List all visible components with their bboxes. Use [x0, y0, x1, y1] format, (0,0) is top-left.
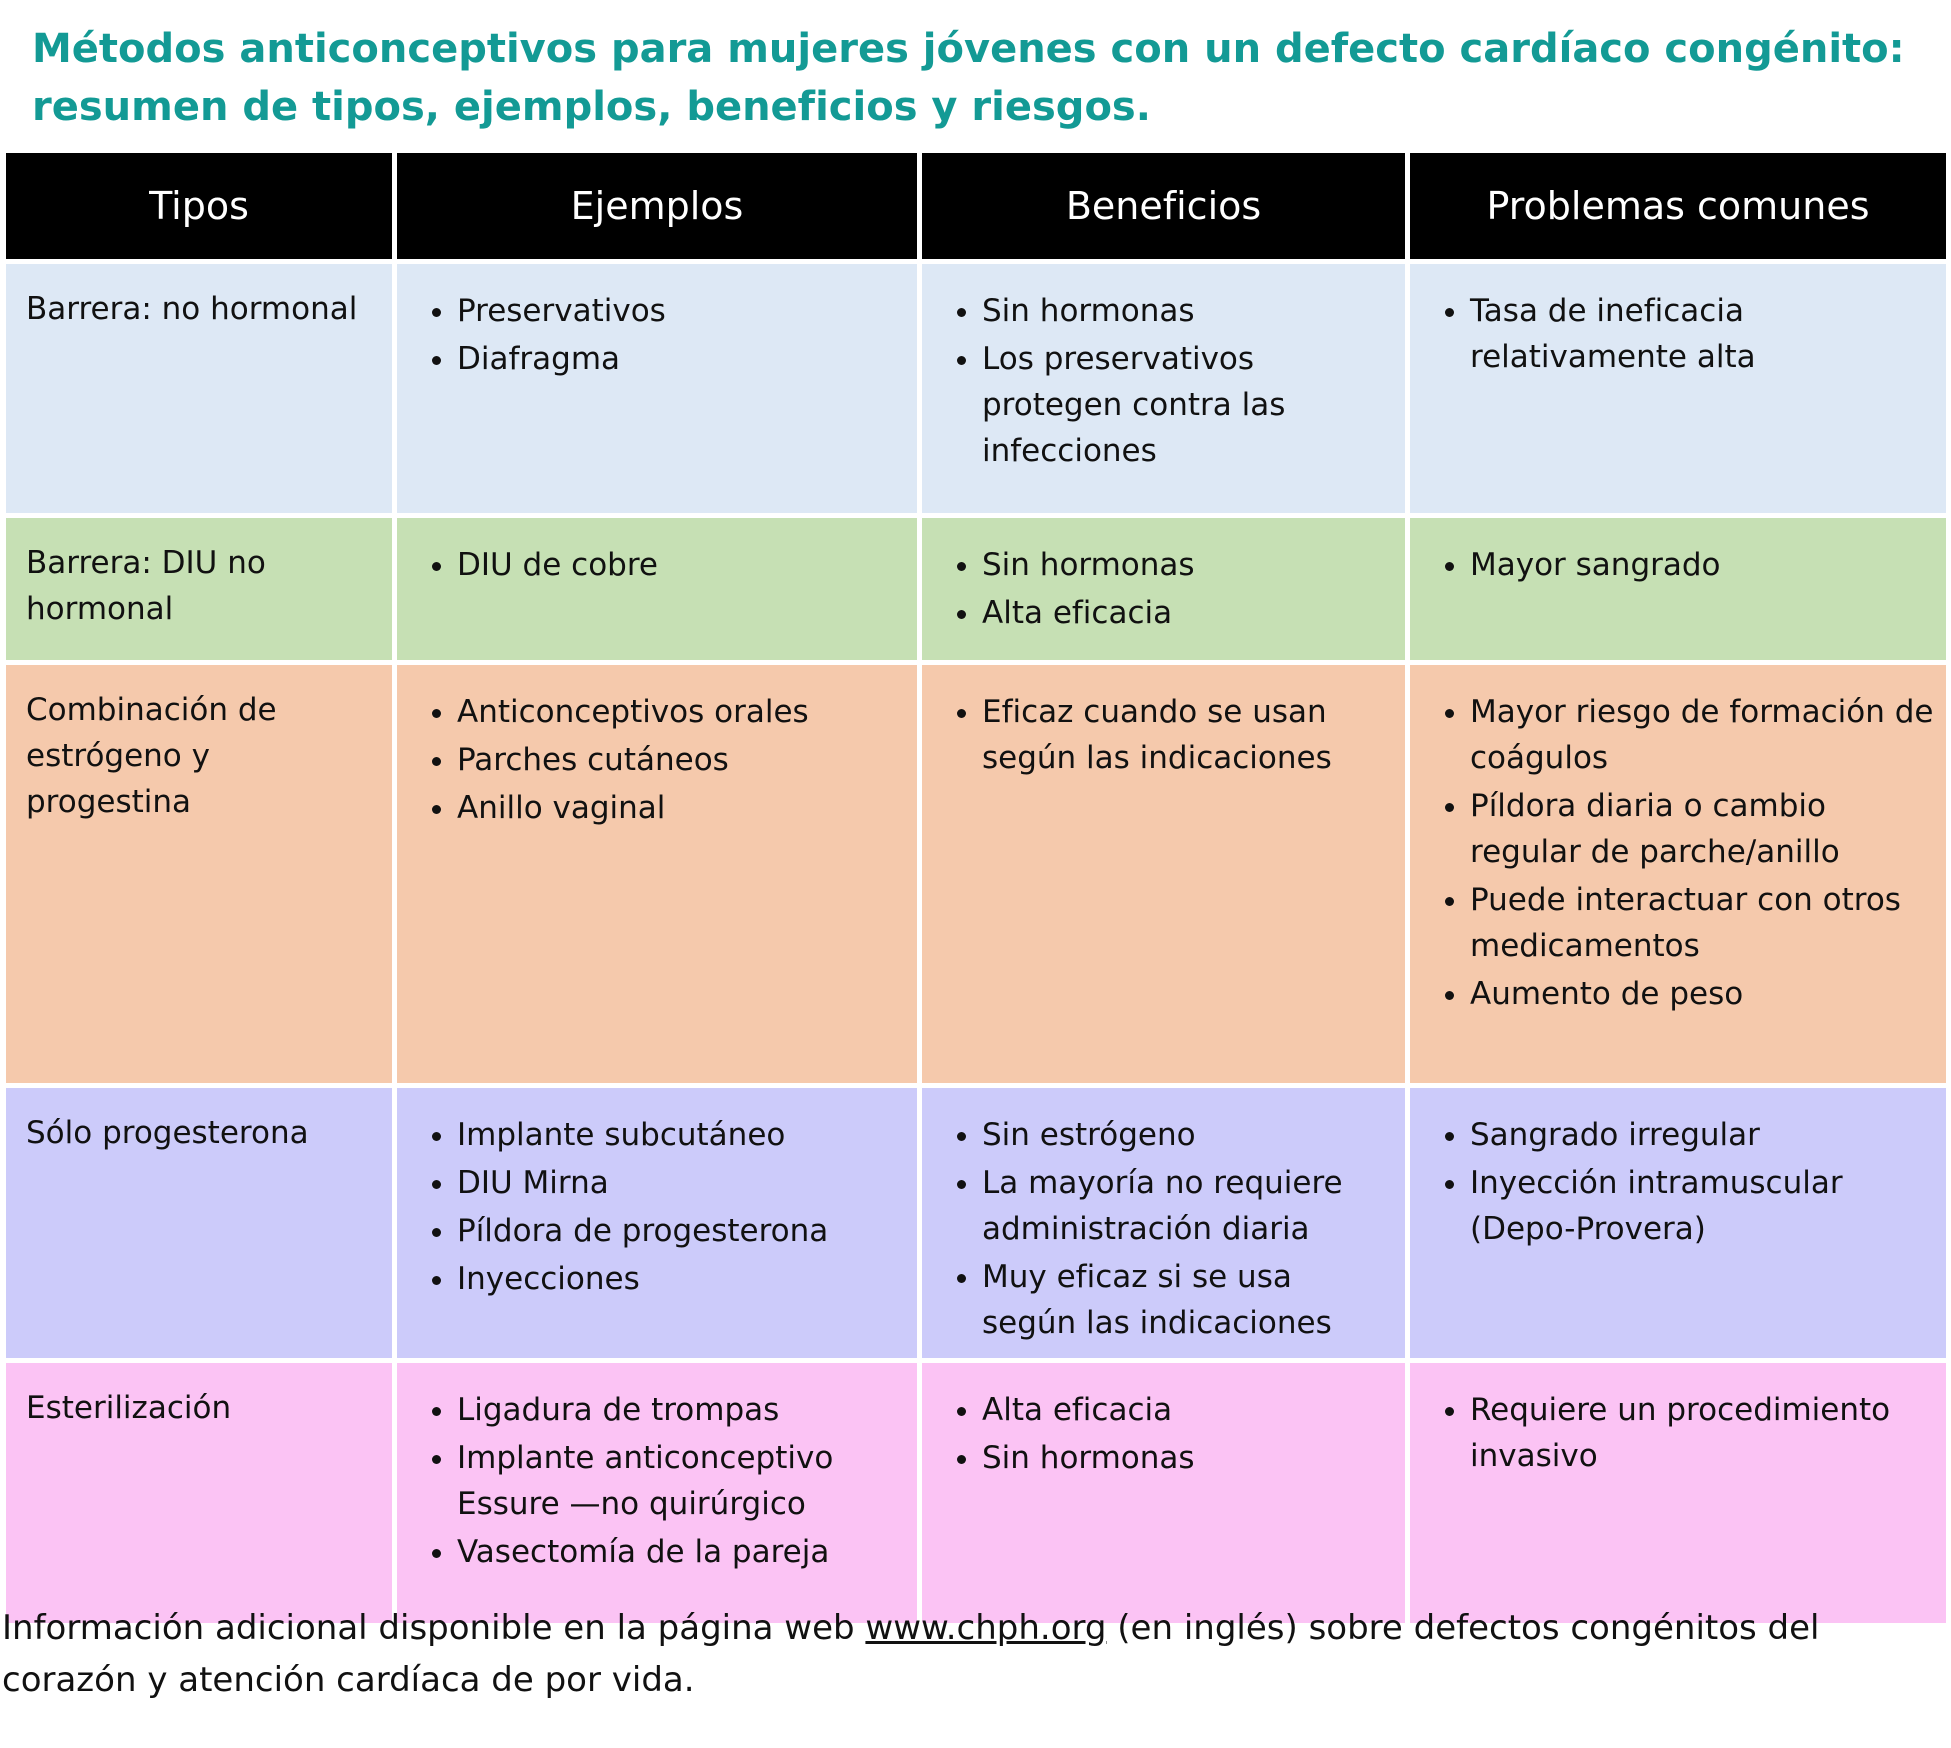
benefits-cell: Alta eficaciaSin hormonas — [922, 1363, 1405, 1623]
type-cell: Barrera: no hormonal — [6, 264, 392, 513]
bullet-item: DIU Mirna — [457, 1160, 905, 1206]
table: Tipos Ejemplos Beneficios Problemas comunes… — [1, 148, 1951, 1628]
bullet-list: Alta eficaciaSin hormonas — [942, 1387, 1393, 1481]
title: Métodos anticonceptivos para mujeres jóv… — [32, 20, 1932, 136]
bullet-item: Tasa de ineficacia relativamente alta — [1470, 288, 1934, 380]
bullet-list: PreservativosDiafragma — [417, 288, 905, 382]
bullet-item: Anticonceptivos orales — [457, 689, 905, 735]
bullet-item: La mayoría no requiere administración di… — [982, 1160, 1393, 1252]
bullet-list: Anticonceptivos oralesParches cutáneosAn… — [417, 689, 905, 831]
header-cell: Problemas comunes — [1410, 153, 1946, 259]
header-row: Tipos Ejemplos Beneficios Problemas comunes — [6, 153, 1946, 259]
bullet-item: Píldora diaria o cambio regular de parch… — [1470, 783, 1934, 875]
examples-cell: PreservativosDiafragma — [397, 264, 917, 513]
bullet-list: Mayor riesgo de formación de coágulosPíl… — [1430, 689, 1934, 1017]
bullet-item: Implante subcutáneo — [457, 1112, 905, 1158]
bullet-item: Muy eficaz si se usa según las indicacio… — [982, 1254, 1393, 1346]
bullet-list: Sin estrógenoLa mayoría no requiere admi… — [942, 1112, 1393, 1346]
problems-cell: Mayor sangrado — [1410, 518, 1946, 660]
bullet-list: Tasa de ineficacia relativamente alta — [1430, 288, 1934, 380]
examples-cell: Ligadura de trompasImplante anticoncepti… — [397, 1363, 917, 1623]
bullet-item: Diafragma — [457, 336, 905, 382]
problems-cell: Sangrado irregularInyección intramuscula… — [1410, 1088, 1946, 1358]
bullet-item: Requiere un procedimiento invasivo — [1470, 1387, 1934, 1479]
type-cell: Combinación de estrógeno y progestina — [6, 665, 392, 1083]
problems-cell: Requiere un procedimiento invasivo — [1410, 1363, 1946, 1623]
table-row: Sólo progesteronaImplante subcutáneoDIU … — [6, 1088, 1946, 1358]
bullet-item: Alta eficacia — [982, 1387, 1393, 1433]
bullet-item: Sin hormonas — [982, 288, 1393, 334]
benefits-cell: Eficaz cuando se usan según las indicaci… — [922, 665, 1405, 1083]
bullet-item: DIU de cobre — [457, 542, 905, 588]
examples-cell: DIU de cobre — [397, 518, 917, 660]
header-cell: Ejemplos — [397, 153, 917, 259]
header-cell: Tipos — [6, 153, 392, 259]
bullet-item: Inyecciones — [457, 1256, 905, 1302]
bullet-list: Implante subcutáneoDIU MirnaPíldora de p… — [417, 1112, 905, 1302]
bullet-item: Alta eficacia — [982, 590, 1393, 636]
bullet-item: Preservativos — [457, 288, 905, 334]
bullet-item: Vasectomía de la pareja — [457, 1529, 905, 1575]
problems-cell: Mayor riesgo de formación de coágulosPíl… — [1410, 665, 1946, 1083]
bullet-item: Aumento de peso — [1470, 971, 1934, 1017]
bullet-item: Los preservativos protegen contra las in… — [982, 336, 1393, 474]
table-row: Barrera: DIU no hormonal DIU de cobre Sin … — [6, 518, 1946, 660]
bullet-list: Sin hormonasAlta eficacia — [942, 542, 1393, 636]
examples-cell: Anticonceptivos oralesParches cutáneosAn… — [397, 665, 917, 1083]
benefits-cell: Sin hormonasAlta eficacia — [922, 518, 1405, 660]
bullet-item: Mayor riesgo de formación de coágulos — [1470, 689, 1934, 781]
benefits-cell: Sin hormonasLos preservativos protegen c… — [922, 264, 1405, 513]
bullet-list: DIU de cobre — [417, 542, 905, 588]
bullet-list: Mayor sangrado — [1430, 542, 1934, 588]
footer: Información adicional disponible en la p… — [2, 1602, 1932, 1706]
bullet-item: Sangrado irregular — [1470, 1112, 1934, 1158]
bullet-list: Eficaz cuando se usan según las indicaci… — [942, 689, 1393, 781]
bullet-list: Sin hormonasLos preservativos protegen c… — [942, 288, 1393, 474]
type-cell: Barrera: DIU no hormonal — [6, 518, 392, 660]
title-line: resumen de tipos, ejemplos, beneficios y… — [32, 84, 1151, 130]
bullet-item: Sin hormonas — [982, 542, 1393, 588]
header-cell: Beneficios — [922, 153, 1405, 259]
title-line: Métodos anticonceptivos para mujeres jóv… — [32, 26, 1905, 72]
examples-cell: Implante subcutáneoDIU MirnaPíldora de p… — [397, 1088, 917, 1358]
bullet-item: Píldora de progesterona — [457, 1208, 905, 1254]
bullet-item: Puede interactuar con otros medicamentos — [1470, 877, 1934, 969]
bullet-item: Eficaz cuando se usan según las indicaci… — [982, 689, 1393, 781]
bullet-item: Inyección intramuscular (Depo-Provera) — [1470, 1160, 1934, 1252]
bullet-item: Sin estrógeno — [982, 1112, 1393, 1158]
bullet-item: Anillo vaginal — [457, 785, 905, 831]
bullet-item: Ligadura de trompas — [457, 1387, 905, 1433]
footer-text: Información adicional disponible en la p… — [2, 1608, 855, 1648]
bullet-item: Parches cutáneos — [457, 737, 905, 783]
footer-link[interactable]: www.chph.org — [865, 1608, 1107, 1648]
footer-text: (en inglés) sobre defectos congénitos de… — [2, 1608, 1820, 1700]
bullet-item: Mayor sangrado — [1470, 542, 1934, 588]
bullet-item: Sin hormonas — [982, 1435, 1393, 1481]
bullet-list: Sangrado irregularInyección intramuscula… — [1430, 1112, 1934, 1252]
bullet-list: Ligadura de trompasImplante anticoncepti… — [417, 1387, 905, 1575]
type-cell: Esterilización — [6, 1363, 392, 1623]
bullet-item: Implante anticonceptivo Essure —no quirú… — [457, 1435, 905, 1527]
table-row: Combinación de estrógeno y progestinaAnt… — [6, 665, 1946, 1083]
bullet-list: Requiere un procedimiento invasivo — [1430, 1387, 1934, 1479]
benefits-cell: Sin estrógenoLa mayoría no requiere admi… — [922, 1088, 1405, 1358]
type-cell: Sólo progesterona — [6, 1088, 392, 1358]
problems-cell: Tasa de ineficacia relativamente alta — [1410, 264, 1946, 513]
table-row: Barrera: no hormonal PreservativosDiafrag… — [6, 264, 1946, 513]
table-row: EsterilizaciónLigadura de trompasImplant… — [6, 1363, 1946, 1623]
